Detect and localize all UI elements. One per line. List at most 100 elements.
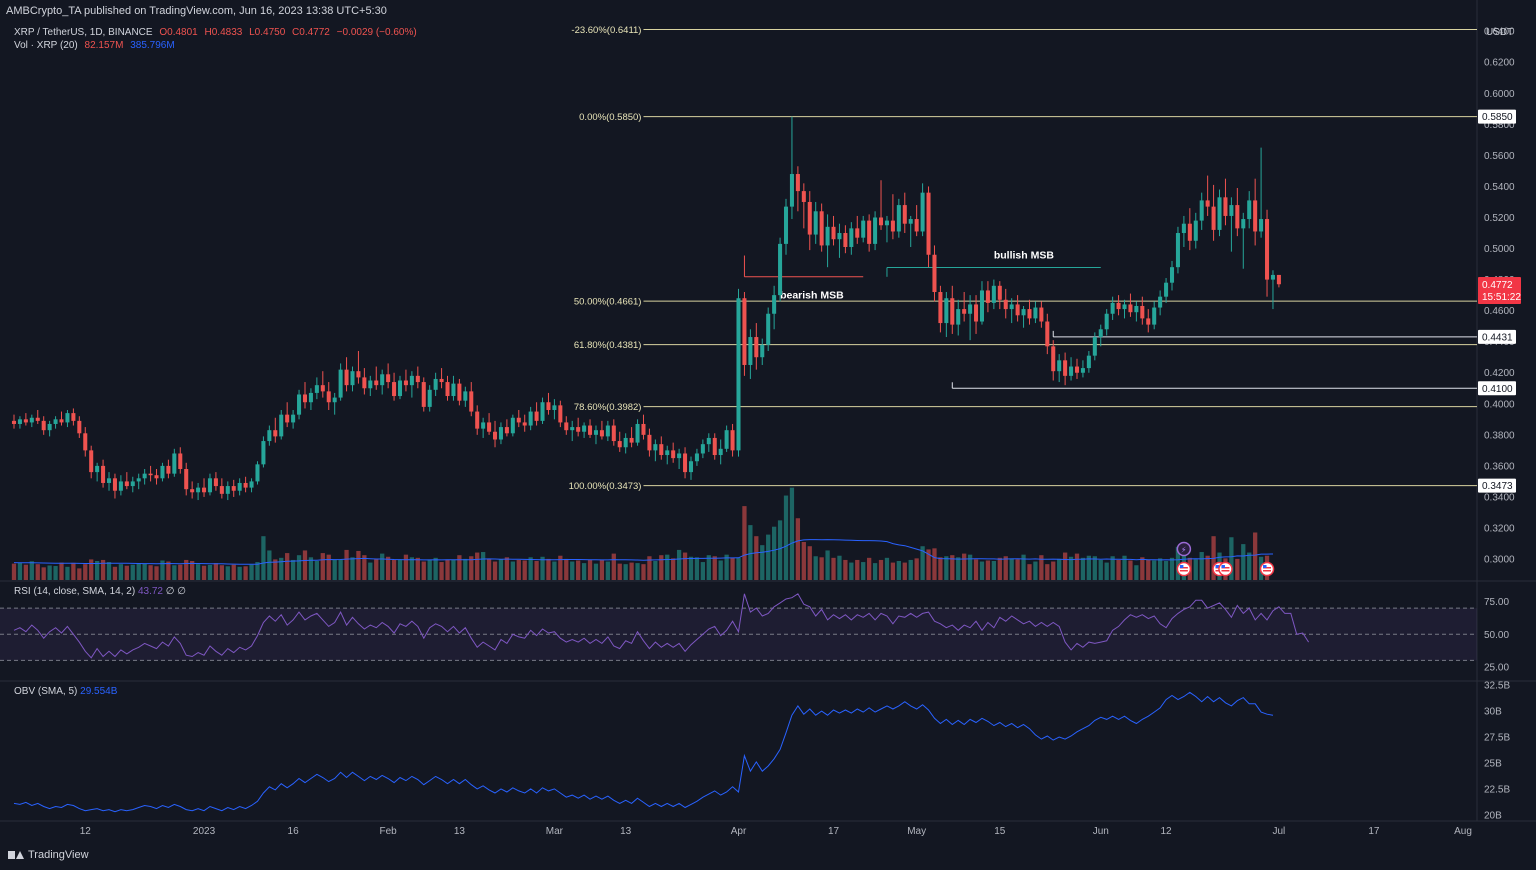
candle-body <box>1098 329 1103 338</box>
time-tick-label: 12 <box>80 826 92 837</box>
candle-body <box>314 385 319 393</box>
volume-bar <box>421 561 426 580</box>
fib-level-label: -23.60%(0.6411) <box>571 25 641 36</box>
candle-body <box>748 337 753 365</box>
msb-annotation-label: bullish MSB <box>994 249 1055 261</box>
rsi-line <box>13 593 1310 659</box>
candle-body <box>475 411 480 429</box>
candle-body <box>1116 302 1121 310</box>
volume-legend[interactable]: Vol · XRP (20) 82.157M 385.796M <box>14 40 179 51</box>
candle-body <box>1217 197 1222 230</box>
volume-bar <box>77 568 82 580</box>
time-tick-label: Jun <box>1093 826 1109 837</box>
candle-body <box>879 217 884 226</box>
volume-bar <box>142 563 147 580</box>
candle-body <box>570 427 575 431</box>
candle-body <box>706 437 711 445</box>
candle-body <box>350 371 355 386</box>
candle-body <box>962 309 967 314</box>
price-tick-label: 0.6000 <box>1484 89 1515 100</box>
tradingview-footer[interactable]: TradingView <box>8 849 89 861</box>
candle-body <box>463 391 468 401</box>
volume-bar <box>783 495 789 580</box>
us-flag-event-icon <box>1259 561 1275 577</box>
candle-body <box>694 453 699 462</box>
volume-bar <box>1074 553 1080 580</box>
candle-body <box>807 201 812 235</box>
candle-body <box>273 430 278 437</box>
volume-bar <box>872 563 878 580</box>
candle-body <box>344 369 349 386</box>
volume-bar <box>736 557 741 580</box>
candle-body <box>261 441 266 465</box>
volume-bar <box>641 564 646 580</box>
volume-bar <box>195 564 201 580</box>
candle-body <box>190 489 195 493</box>
publisher-line: AMBCrypto_TA published on TradingView.co… <box>6 5 387 17</box>
rsi-tick-label: 75.00 <box>1484 597 1509 608</box>
candle-body <box>493 431 498 440</box>
volume-bar <box>391 559 397 580</box>
volume-bar <box>837 555 842 580</box>
volume-bar <box>469 556 474 580</box>
volume-bar <box>979 561 985 580</box>
time-tick-label: 17 <box>828 826 840 837</box>
volume-bar <box>1039 555 1044 580</box>
volume-bar <box>451 559 456 580</box>
candle-body <box>392 382 397 397</box>
candle-body <box>11 420 17 424</box>
volume-bar <box>95 561 100 580</box>
obv-legend[interactable]: OBV (SMA, 5) 29.554B <box>14 686 117 697</box>
volume-bar <box>546 558 551 580</box>
symbol-legend[interactable]: XRP / TetherUS, 1D, BINANCE O0.4801 H0.4… <box>14 27 421 38</box>
volume-bar <box>385 556 391 580</box>
svg-text:⚡: ⚡ <box>1181 546 1187 555</box>
candle-body <box>267 430 272 442</box>
obv-label[interactable]: OBV (SMA, 5) <box>14 686 78 697</box>
volume-bar <box>807 546 812 580</box>
volume-bar <box>973 559 979 580</box>
candle-body <box>77 420 82 434</box>
candle-body <box>279 414 284 437</box>
countdown-label: 15:51:22 <box>1482 292 1521 303</box>
volume-bar <box>166 561 171 580</box>
candle-body <box>362 377 367 389</box>
volume-bar <box>1169 557 1175 580</box>
candle-body <box>302 394 308 403</box>
volume-bar <box>237 566 242 580</box>
volume-bar <box>41 567 46 580</box>
candle-body <box>1045 321 1050 347</box>
volume-bar <box>896 561 901 580</box>
candle-body <box>160 465 165 479</box>
candle-body <box>908 219 913 224</box>
volume-bar <box>771 526 777 580</box>
rsi-legend[interactable]: RSI (14, close, SMA, 14, 2) 43.72 ∅ ∅ <box>14 586 186 597</box>
candle-body <box>974 304 979 322</box>
current-price-tag <box>1478 276 1521 304</box>
candle-body <box>101 465 106 483</box>
tradingview-logo-icon <box>8 850 24 860</box>
rsi-label[interactable]: RSI (14, close, SMA, 14, 2) <box>14 586 136 597</box>
symbol-name[interactable]: XRP / TetherUS, 1D, BINANCE <box>14 27 153 38</box>
fib-level-label: 78.60%(0.3982) <box>574 402 642 413</box>
candle-body <box>1027 309 1032 319</box>
candle-body <box>1229 205 1234 216</box>
price-tick-label: 0.6200 <box>1484 58 1515 69</box>
candle-body <box>641 423 646 435</box>
candle-body <box>95 465 100 473</box>
volume-bar <box>498 559 504 580</box>
volume-bar <box>154 566 159 580</box>
candle-body <box>29 417 34 423</box>
candle-body <box>1247 200 1252 220</box>
ohlc-change: −0.0029 (−0.60%) <box>336 27 417 38</box>
volume-bar <box>320 553 325 580</box>
candle-body <box>196 487 201 493</box>
volume-bar <box>302 550 308 580</box>
volume-bar <box>207 564 213 580</box>
obv-tick-label: 27.5B <box>1484 732 1510 743</box>
volume-label[interactable]: Vol · XRP (20) <box>14 40 78 51</box>
price-level-tag <box>1478 109 1516 124</box>
candle-body <box>1051 346 1056 372</box>
candle-body <box>1223 197 1228 216</box>
